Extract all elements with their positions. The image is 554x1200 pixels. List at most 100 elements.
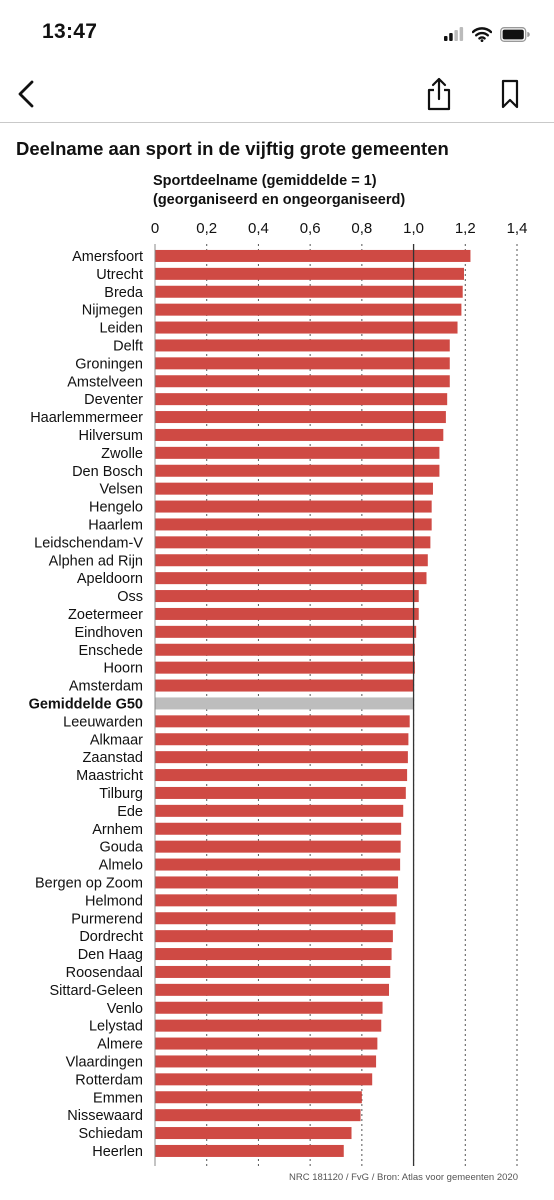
bar bbox=[155, 858, 401, 871]
battery-icon bbox=[500, 26, 530, 42]
x-tick-label: 0 bbox=[151, 220, 159, 237]
bar bbox=[155, 554, 428, 567]
bar bbox=[155, 983, 390, 996]
category-label: Helmond bbox=[85, 893, 143, 909]
category-label: Leiden bbox=[99, 321, 143, 337]
bar bbox=[155, 822, 402, 835]
bar bbox=[155, 464, 440, 477]
x-tick-label: 0,6 bbox=[300, 220, 321, 237]
bar bbox=[155, 1144, 344, 1157]
category-label: Sittard-Geleen bbox=[50, 983, 144, 999]
bar bbox=[155, 1073, 373, 1086]
category-label: Delft bbox=[113, 338, 143, 354]
axis-label: Sportdeelname (gemiddelde = 1) (georgani… bbox=[153, 172, 405, 210]
category-label: Heerlen bbox=[92, 1144, 143, 1160]
category-label: Purmerend bbox=[71, 911, 143, 927]
category-label: Bergen op Zoom bbox=[35, 875, 143, 891]
wifi-icon bbox=[472, 26, 492, 42]
back-button[interactable] bbox=[6, 74, 46, 114]
bar bbox=[155, 393, 448, 406]
category-label: Venlo bbox=[107, 1001, 143, 1017]
axis-label-line-1: Sportdeelname (gemiddelde = 1) bbox=[153, 173, 377, 189]
bar bbox=[155, 1019, 382, 1032]
bar bbox=[155, 428, 444, 441]
bar bbox=[155, 769, 408, 782]
bar bbox=[155, 894, 397, 907]
average-label: Gemiddelde G50 bbox=[29, 696, 143, 712]
category-label: Amstelveen bbox=[67, 374, 143, 390]
bar bbox=[155, 751, 408, 764]
bar bbox=[155, 643, 415, 656]
average-bar bbox=[155, 697, 414, 710]
category-label: Roosendaal bbox=[66, 965, 143, 981]
bar bbox=[155, 607, 419, 620]
category-label: Lelystad bbox=[89, 1019, 143, 1035]
bar bbox=[155, 965, 391, 978]
category-label: Enschede bbox=[79, 643, 144, 659]
category-label: Haarlem bbox=[88, 517, 143, 533]
bar bbox=[155, 375, 450, 388]
bar bbox=[155, 625, 417, 638]
bar bbox=[155, 912, 396, 925]
x-tick-label: 0,2 bbox=[196, 220, 217, 237]
bar bbox=[155, 786, 406, 799]
x-tick-label: 1,4 bbox=[507, 220, 528, 237]
bar bbox=[155, 267, 464, 280]
bar bbox=[155, 285, 463, 298]
nav-divider bbox=[0, 122, 554, 123]
category-label: Apeldoorn bbox=[77, 571, 143, 587]
bar bbox=[155, 572, 427, 585]
category-label: Eindhoven bbox=[74, 625, 143, 641]
bar bbox=[155, 303, 462, 316]
category-label: Emmen bbox=[93, 1090, 143, 1106]
category-label: Ede bbox=[117, 804, 143, 820]
share-button[interactable] bbox=[419, 74, 459, 114]
category-label: Velsen bbox=[99, 482, 143, 498]
bar bbox=[155, 1001, 383, 1014]
status-bar: 13:47 bbox=[0, 0, 554, 64]
bar bbox=[155, 876, 399, 889]
category-label: Zaanstad bbox=[83, 750, 143, 766]
category-label: Hoorn bbox=[104, 661, 144, 677]
category-label: Leidschendam-V bbox=[34, 535, 143, 551]
category-label: Almelo bbox=[99, 858, 143, 874]
source-note: NRC 181120 / FvG / Bron: Atlas voor geme… bbox=[288, 1172, 518, 1183]
category-label: Utrecht bbox=[96, 267, 143, 283]
category-label: Amsterdam bbox=[69, 679, 143, 695]
category-label: Arnhem bbox=[92, 822, 143, 838]
x-tick-label: 0,4 bbox=[248, 220, 269, 237]
category-label: Nijmegen bbox=[82, 303, 143, 319]
bar bbox=[155, 1091, 362, 1104]
category-label: Den Bosch bbox=[72, 464, 143, 480]
bar bbox=[155, 679, 414, 692]
bookmark-button[interactable] bbox=[490, 74, 530, 114]
category-label: Gouda bbox=[99, 840, 143, 856]
share-icon bbox=[427, 77, 451, 111]
bar bbox=[155, 948, 392, 961]
bar bbox=[155, 590, 419, 603]
category-label: Zoetermeer bbox=[68, 607, 143, 623]
category-label: Breda bbox=[104, 285, 144, 301]
category-label: Haarlemmermeer bbox=[30, 410, 143, 426]
bar bbox=[155, 321, 458, 334]
category-label: Tilburg bbox=[99, 786, 143, 802]
status-icons bbox=[444, 24, 530, 44]
category-label: Leeuwarden bbox=[63, 714, 143, 730]
bar bbox=[155, 518, 432, 531]
bar bbox=[155, 1127, 352, 1140]
nav-bar bbox=[0, 64, 554, 124]
chevron-left-icon bbox=[18, 80, 34, 108]
category-label: Nissewaard bbox=[67, 1108, 143, 1124]
category-label: Deventer bbox=[84, 392, 143, 408]
x-tick-label: 1,0 bbox=[403, 220, 424, 237]
bar bbox=[155, 339, 450, 352]
bookmark-icon bbox=[501, 79, 519, 109]
category-label: Rotterdam bbox=[75, 1072, 143, 1088]
bar bbox=[155, 715, 410, 728]
bar bbox=[155, 411, 446, 424]
category-label: Maastricht bbox=[76, 768, 143, 784]
bar bbox=[155, 840, 401, 853]
bar bbox=[155, 1037, 378, 1050]
axis-label-line-2: (georganiseerd en ongeorganiseerd) bbox=[153, 192, 406, 208]
category-label: Dordrecht bbox=[79, 929, 143, 945]
